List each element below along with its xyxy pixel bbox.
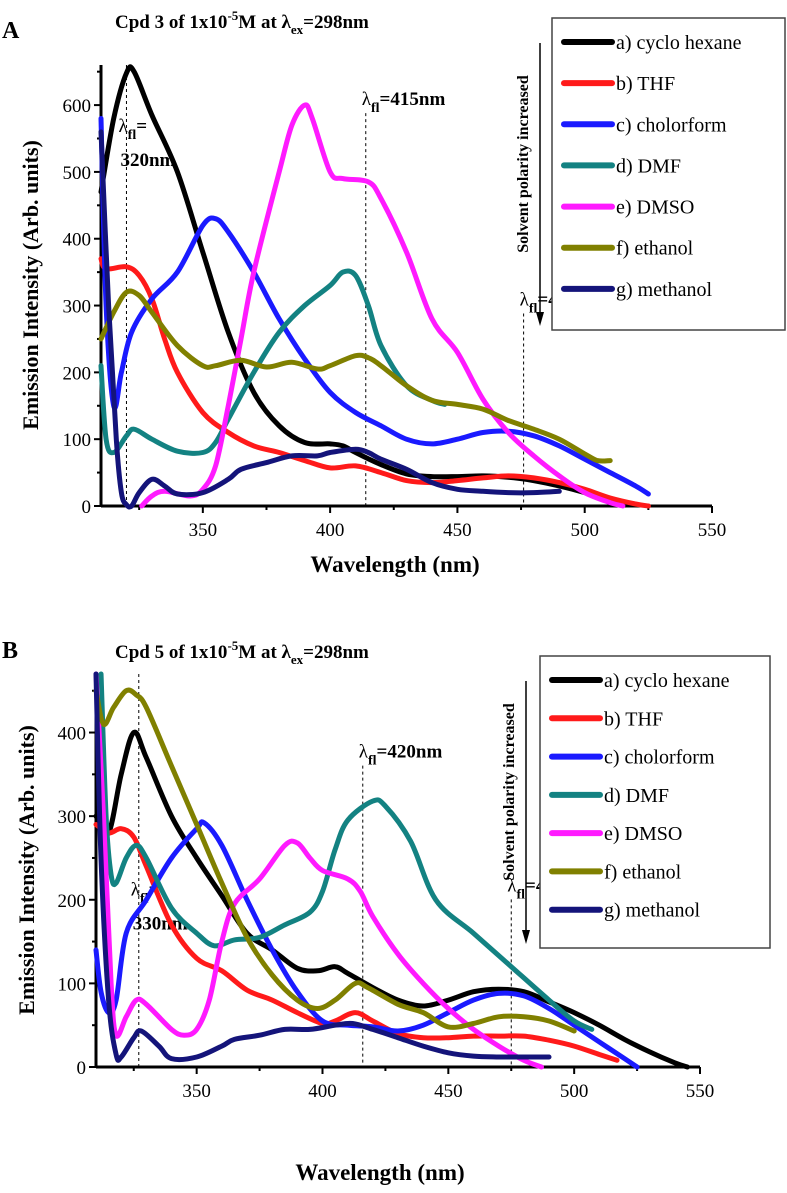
x-tick-label: 450 [434, 1081, 463, 1102]
x-tick-label: 450 [443, 520, 472, 541]
title-subscript: ex [291, 22, 304, 37]
series-line-7 [93, 671, 552, 1063]
title-text: Cpd 5 of 1x10 [115, 642, 227, 663]
x-tick-label: 350 [182, 1081, 211, 1102]
legend-label: f) ethanol [604, 861, 682, 883]
legend: a) cyclo hexane b) THF c) cholorform d) DMF… [539, 655, 771, 949]
y-tick-label: 0 [82, 497, 92, 518]
series-line-2 [98, 256, 651, 509]
lambda-subscript: fl [128, 128, 137, 143]
polarity-label: Solvent polarity increased [501, 703, 518, 881]
lambda-symbol: λ [131, 880, 141, 901]
x-axis-label: Wavelength (nm) [295, 1160, 464, 1185]
lambda-value: = [136, 116, 147, 137]
lambda-symbol: λ [362, 89, 372, 110]
series-line-6 [93, 687, 577, 1034]
lambda-annotation: λfl=415nm [362, 89, 446, 116]
series-line-7 [98, 129, 562, 510]
series-line-2 [93, 822, 620, 1063]
legend-label: e) DMSO [616, 197, 694, 219]
lambda-annotation: λfl= [118, 116, 147, 143]
series-line-6 [98, 288, 613, 464]
legend-label: c) cholorform [604, 747, 715, 769]
polarity-label: Solvent polarity increased [515, 75, 532, 253]
title-superscript: -5 [227, 638, 238, 653]
y-tick-label: 300 [58, 807, 87, 828]
y-tick-label: 200 [63, 363, 92, 384]
legend-label: a) cyclo hexane [604, 670, 730, 692]
lambda-symbol: λ [118, 116, 128, 137]
x-tick-label: 550 [686, 1081, 715, 1102]
x-tick-label: 350 [189, 520, 218, 541]
lambda-symbol: λ [359, 742, 369, 763]
legend-label: c) cholorform [616, 114, 727, 136]
title-superscript: -5 [227, 8, 238, 23]
y-tick-label: 500 [63, 163, 92, 184]
title-text: M at λ [238, 642, 291, 663]
x-tick-label: 400 [308, 1081, 337, 1102]
legend-label: d) DMF [604, 785, 669, 807]
y-tick-label: 100 [63, 430, 92, 451]
y-axis-label: Emission Intensity (Arb. units) [18, 140, 43, 430]
chart-title: Cpd 3 of 1x10-5M at λex=298nm [115, 8, 369, 37]
chart-panel-a: A Cpd 3 of 1x10-5M at λex=298nm 350 400 450 5… [2, 8, 786, 577]
lambda-symbol: λ [520, 290, 530, 311]
series-line-4 [98, 268, 448, 456]
title-text: =298nm [303, 642, 369, 663]
legend-box [539, 655, 771, 949]
legend-box [551, 17, 786, 331]
lambda-value: 320nm [120, 150, 175, 171]
series-line-5 [139, 102, 626, 509]
legend-label: d) DMF [616, 155, 681, 177]
series-line-1 [98, 64, 626, 508]
series-line-4 [98, 671, 595, 1032]
y-tick-label: 600 [63, 96, 92, 117]
y-tick-label: 100 [58, 974, 87, 995]
x-axis-label: Wavelength (nm) [310, 552, 479, 577]
x-tick-label: 500 [560, 1081, 589, 1102]
arrow-down-icon [536, 312, 544, 326]
lambda-symbol: λ [507, 875, 517, 896]
x-tick-label: 400 [316, 520, 345, 541]
lambda-value: =420nm [377, 742, 443, 763]
panel-label: B [2, 638, 18, 664]
legend-label: f) ethanol [616, 238, 694, 260]
panel-label: A [2, 18, 20, 44]
series-line-5 [93, 671, 544, 1070]
legend-label: g) methanol [616, 279, 713, 301]
y-tick-label: 400 [58, 724, 87, 745]
arrow-down-icon [522, 930, 530, 944]
y-tick-label: 300 [63, 297, 92, 318]
series-line-3 [98, 115, 651, 497]
series-line-3 [93, 819, 640, 1070]
lambda-subscript: fl [368, 754, 377, 769]
lambda-value: =415nm [380, 89, 446, 110]
chart-panel-b: B Cpd 5 of 1x10-5M at λex=298nm 350 400 450 5… [2, 638, 771, 1185]
chart-title: Cpd 5 of 1x10-5M at λex=298nm [115, 638, 369, 667]
title-subscript: ex [291, 652, 304, 667]
legend-label: b) THF [616, 73, 675, 95]
title-text: Cpd 3 of 1x10 [115, 12, 227, 33]
x-tick-label: 500 [570, 520, 599, 541]
y-axis-label: Emission Intensity (Arb. units) [14, 725, 39, 1015]
legend-label: e) DMSO [604, 823, 682, 845]
title-text: =298nm [303, 12, 369, 33]
lambda-annotation: λfl=420nm [359, 742, 443, 769]
y-tick-label: 0 [77, 1058, 87, 1079]
title-text: M at λ [238, 12, 291, 33]
y-tick-label: 400 [63, 230, 92, 251]
legend-label: a) cyclo hexane [616, 32, 742, 54]
legend: a) cyclo hexane b) THF c) cholorform d) DMF… [551, 17, 786, 331]
series-line-1 [93, 729, 690, 1070]
lambda-subscript: fl [371, 101, 380, 116]
lambda-subscript: fl [516, 887, 525, 902]
legend-label: g) methanol [604, 900, 701, 922]
lambda-subscript: fl [529, 302, 538, 317]
x-tick-label: 550 [698, 520, 727, 541]
y-tick-label: 200 [58, 891, 87, 912]
legend-label: b) THF [604, 708, 663, 730]
